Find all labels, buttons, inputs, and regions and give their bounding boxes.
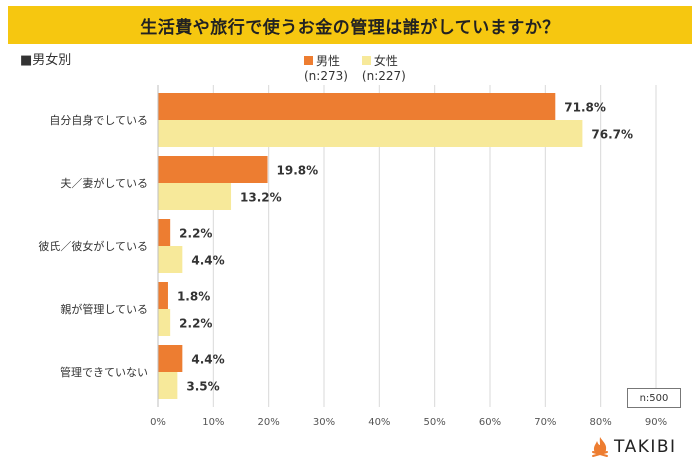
data-label: 13.2% bbox=[240, 191, 282, 205]
bar-male bbox=[158, 93, 556, 120]
data-label: 1.8% bbox=[177, 290, 210, 304]
x-tick-label: 0% bbox=[150, 417, 166, 428]
x-tick-label: 50% bbox=[424, 417, 446, 428]
bar-male bbox=[158, 156, 268, 183]
category-label: 自分自身でしている bbox=[49, 113, 148, 127]
bar-male bbox=[158, 219, 171, 246]
category-label: 管理できていない bbox=[60, 365, 148, 379]
chart-subtitle: ■男女別 bbox=[20, 53, 72, 68]
data-label: 19.8% bbox=[277, 164, 319, 178]
legend-swatch-female bbox=[361, 56, 371, 65]
legend-label-female: 女性 bbox=[373, 54, 398, 68]
legend: 男性 (n:273) 女性 (n:227) bbox=[304, 52, 406, 83]
data-label: 71.8% bbox=[564, 101, 606, 115]
bar-female bbox=[158, 246, 183, 273]
x-tick-label: 90% bbox=[645, 417, 667, 428]
x-tick-label: 10% bbox=[202, 417, 224, 428]
bar-female bbox=[158, 309, 171, 336]
legend-label-male: 男性 bbox=[316, 54, 341, 68]
data-label: 76.7% bbox=[591, 128, 633, 142]
data-label: 2.2% bbox=[179, 317, 212, 331]
sample-size-box: n:500 bbox=[627, 388, 681, 408]
legend-swatch-male bbox=[304, 56, 313, 65]
bar-female bbox=[158, 183, 232, 210]
brand-name: TAKIBI bbox=[614, 437, 677, 457]
data-label: 4.4% bbox=[191, 254, 224, 268]
data-label: 3.5% bbox=[186, 380, 219, 394]
legend-n-female: (n:227) bbox=[361, 69, 406, 83]
legend-item-female: 女性 (n:227) bbox=[361, 52, 406, 83]
x-tick-label: 30% bbox=[313, 417, 335, 428]
title-banner: 生活費や旅行で使うお金の管理は誰がしていますか？ bbox=[8, 6, 692, 44]
x-tick-label: 80% bbox=[590, 417, 612, 428]
data-label: 4.4% bbox=[191, 353, 224, 367]
bar-female bbox=[158, 120, 583, 147]
bar-male bbox=[158, 282, 168, 309]
category-label: 彼氏／彼女がしている bbox=[38, 239, 148, 253]
campfire-icon bbox=[592, 437, 608, 457]
data-label: 2.2% bbox=[179, 227, 212, 241]
legend-n-male: (n:273) bbox=[304, 69, 348, 83]
category-label: 夫／妻がしている bbox=[60, 176, 148, 190]
brand-logo: TAKIBI bbox=[590, 436, 677, 458]
x-tick-label: 20% bbox=[258, 417, 280, 428]
legend-item-male: 男性 (n:273) bbox=[304, 52, 348, 83]
bar-male bbox=[158, 345, 183, 372]
bar-female bbox=[158, 372, 178, 399]
chart-title: 生活費や旅行で使うお金の管理は誰がしていますか？ bbox=[140, 17, 560, 38]
x-tick-label: 60% bbox=[479, 417, 501, 428]
x-tick-label: 70% bbox=[534, 417, 556, 428]
category-label: 親が管理している bbox=[60, 302, 148, 316]
x-tick-label: 40% bbox=[368, 417, 390, 428]
